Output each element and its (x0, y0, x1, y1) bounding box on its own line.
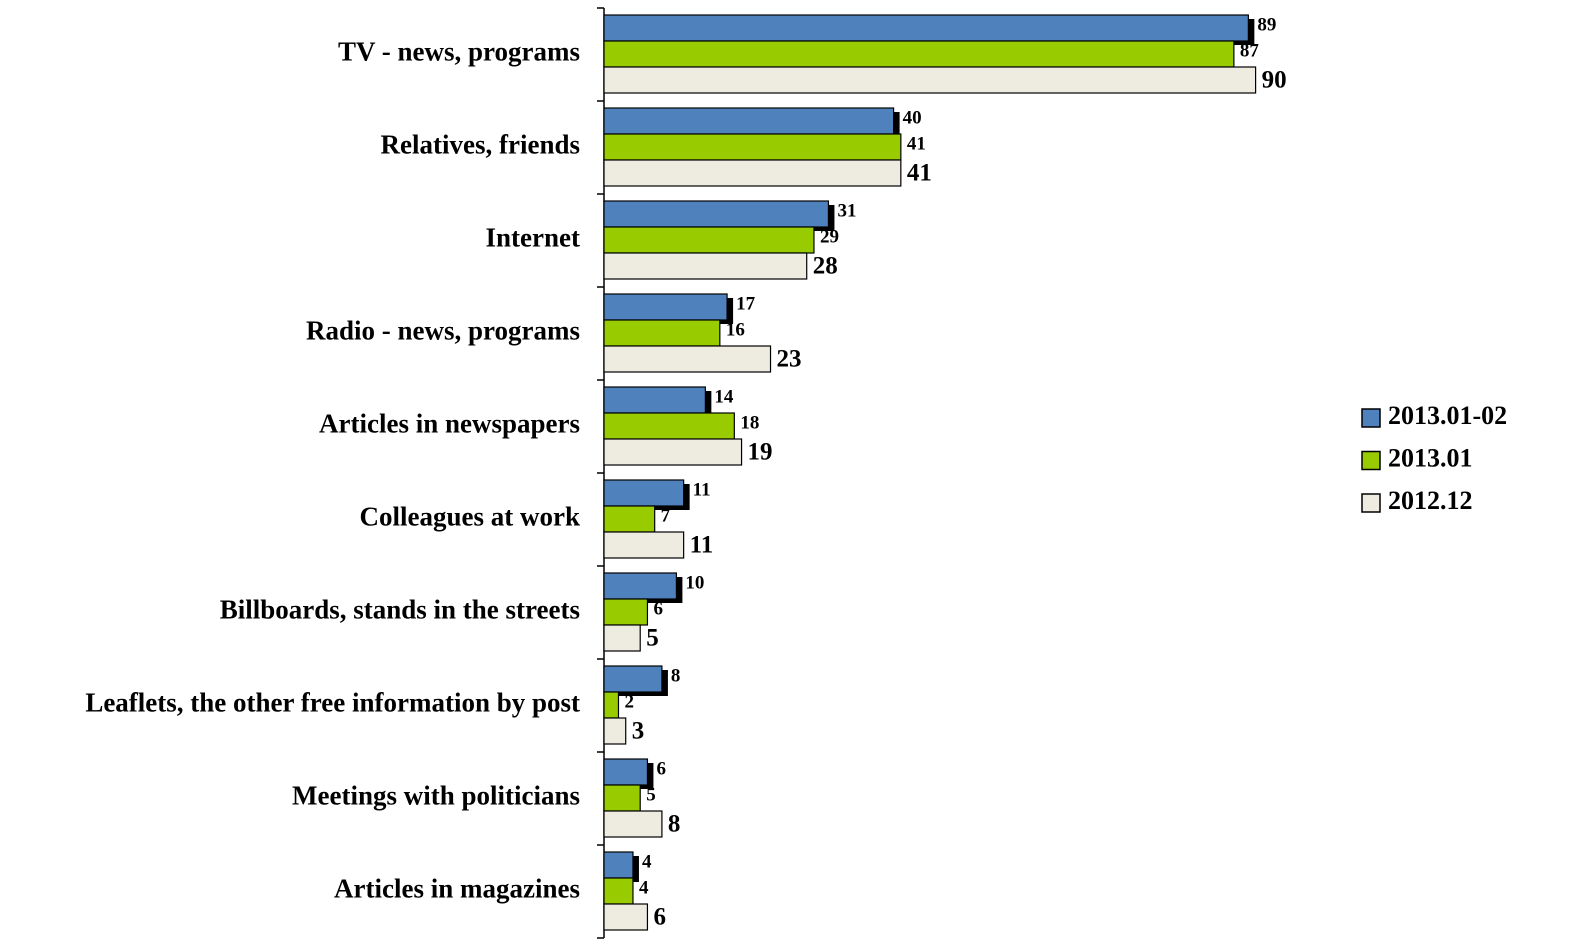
value-label: 31 (837, 200, 856, 221)
value-label: 10 (685, 572, 704, 593)
value-label: 11 (693, 479, 711, 500)
legend-label: 2013.01-02 (1388, 401, 1507, 430)
bar (603, 412, 735, 440)
bar (603, 505, 656, 533)
bar (603, 624, 641, 652)
bar (603, 386, 706, 414)
category-label: Billboards, stands in the streets (220, 595, 580, 625)
bar (603, 717, 627, 745)
bar (603, 293, 728, 321)
bar (603, 107, 895, 135)
legend-label: 2012.12 (1388, 486, 1473, 515)
bar (603, 758, 649, 786)
bar (603, 851, 634, 879)
value-label: 8 (671, 665, 681, 686)
value-label: 29 (820, 226, 839, 247)
value-label: 4 (642, 851, 652, 872)
value-label: 90 (1262, 67, 1287, 94)
value-label: 41 (907, 160, 932, 187)
value-label: 17 (736, 293, 756, 314)
value-label: 23 (777, 346, 802, 373)
category-label: Relatives, friends (381, 130, 580, 160)
category-label: Articles in magazines (334, 874, 580, 904)
bar (603, 133, 902, 161)
value-label: 89 (1257, 14, 1276, 35)
bar (603, 345, 772, 373)
legend-swatch (1361, 493, 1381, 513)
legend-label: 2013.01 (1388, 443, 1473, 472)
value-label: 87 (1240, 40, 1260, 61)
category-label: Articles in newspapers (319, 409, 580, 439)
value-label: 7 (661, 505, 671, 526)
bar (603, 572, 678, 600)
bar (603, 531, 685, 559)
value-label: 40 (903, 107, 922, 128)
value-label: 28 (813, 253, 838, 280)
value-label: 41 (907, 133, 926, 154)
category-label: TV - news, programs (338, 37, 580, 67)
value-label: 6 (656, 758, 666, 779)
value-label: 16 (726, 319, 745, 340)
value-label: 5 (646, 625, 659, 652)
value-label: 5 (646, 784, 656, 805)
bar (603, 66, 1257, 94)
legend-swatch (1361, 408, 1381, 428)
legend-swatch (1361, 450, 1381, 471)
value-label: 8 (668, 811, 681, 838)
bar (603, 252, 808, 280)
value-label: 14 (714, 386, 734, 407)
bar (603, 665, 663, 693)
value-label: 2 (624, 691, 634, 712)
bar (603, 598, 649, 626)
bar (603, 226, 815, 254)
value-label: 18 (740, 412, 759, 433)
category-label: Radio - news, programs (306, 316, 580, 346)
bar (603, 14, 1249, 42)
category-label: Internet (486, 223, 580, 253)
value-label: 6 (653, 904, 666, 931)
bar (603, 810, 663, 838)
value-label: 11 (690, 532, 714, 559)
value-label: 4 (639, 877, 649, 898)
bar (603, 319, 721, 347)
bar (603, 877, 634, 905)
category-label: Meetings with politicians (292, 781, 580, 811)
bar (603, 903, 649, 931)
bar (603, 200, 830, 228)
bar (603, 479, 685, 507)
bar (603, 159, 902, 187)
value-label: 19 (748, 439, 773, 466)
bar (603, 438, 743, 466)
bar (603, 784, 641, 812)
bar (603, 691, 620, 719)
category-label: Leaflets, the other free information by … (85, 688, 580, 718)
category-label: Colleagues at work (360, 502, 580, 532)
value-label: 6 (653, 598, 663, 619)
bar (603, 40, 1235, 68)
value-label: 3 (632, 718, 645, 745)
